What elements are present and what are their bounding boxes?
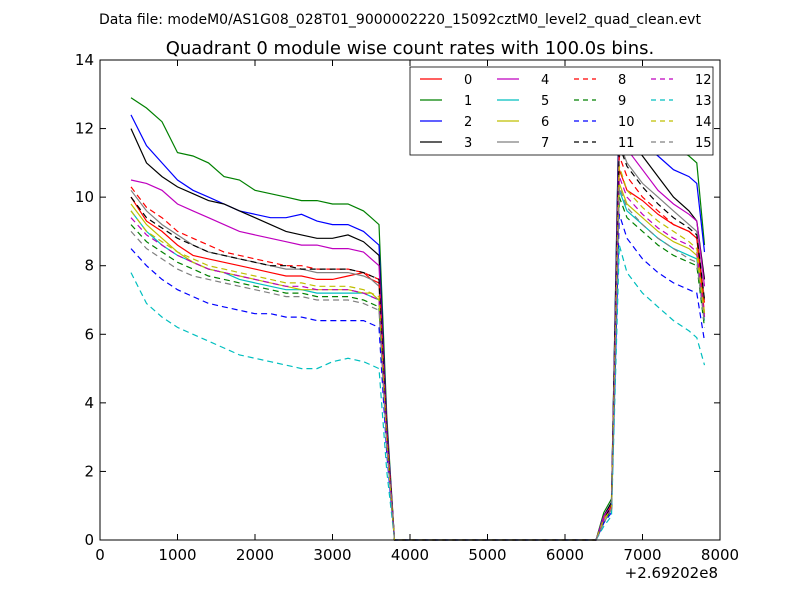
series-line-4 <box>130 124 706 541</box>
legend-label-9: 9 <box>618 94 626 109</box>
series-layer <box>130 94 706 541</box>
x-tick-label: 5000 <box>468 546 506 564</box>
legend-label-12: 12 <box>695 73 712 88</box>
legend-label-8: 8 <box>618 73 626 88</box>
y-tick-label: 4 <box>84 394 94 412</box>
x-tick-label: 7000 <box>623 546 661 564</box>
series-line-0 <box>130 169 706 541</box>
legend-frame <box>409 66 714 156</box>
y-tick-label: 12 <box>75 120 94 138</box>
legend-label-5: 5 <box>541 94 549 109</box>
y-tick-label: 10 <box>75 188 94 206</box>
legend-label-3: 3 <box>464 136 472 151</box>
legend-label-11: 11 <box>618 136 635 151</box>
legend-label-4: 4 <box>541 73 549 88</box>
y-tick-label: 8 <box>84 257 94 275</box>
chart-title: Quadrant 0 module wise count rates with … <box>166 38 655 59</box>
legend-label-13: 13 <box>695 94 712 109</box>
legend-label-0: 0 <box>464 73 472 88</box>
series-line-15 <box>130 186 706 541</box>
series-line-13 <box>130 244 706 541</box>
ticks-layer: 0 1000 2000 3000 4000 5000 6000 7000 80000246810… <box>75 51 739 564</box>
legend-label-1: 1 <box>464 94 472 109</box>
legend-label-10: 10 <box>618 115 635 130</box>
x-tick-label: 6000 <box>546 546 584 564</box>
x-tick-label: 8000 <box>701 546 739 564</box>
legend-label-15: 15 <box>695 136 712 151</box>
y-tick-label: 6 <box>84 325 94 343</box>
x-tick-label: 0 <box>95 546 105 564</box>
legend-label-6: 6 <box>541 115 549 130</box>
x-tick-label: 3000 <box>313 546 351 564</box>
legend-label-14: 14 <box>695 115 712 130</box>
series-line-8 <box>130 155 706 541</box>
series-line-12 <box>130 176 706 541</box>
series-line-14 <box>130 166 706 541</box>
y-tick-label: 2 <box>84 462 94 480</box>
x-tick-label: 2000 <box>236 546 274 564</box>
suptitle: Data file: modeM0/AS1G08_028T01_90000022… <box>99 12 701 28</box>
x-tick-label: 4000 <box>391 546 429 564</box>
legend-label-2: 2 <box>464 115 472 130</box>
series-line-11 <box>130 145 706 541</box>
x-tick-label: 1000 <box>158 546 196 564</box>
series-line-10 <box>130 214 706 541</box>
series-line-9 <box>130 196 706 541</box>
legend-label-7: 7 <box>541 136 549 151</box>
x-offset-label: +2.69202e8 <box>625 564 718 582</box>
y-tick-label: 0 <box>84 531 94 549</box>
y-tick-label: 14 <box>75 51 94 69</box>
